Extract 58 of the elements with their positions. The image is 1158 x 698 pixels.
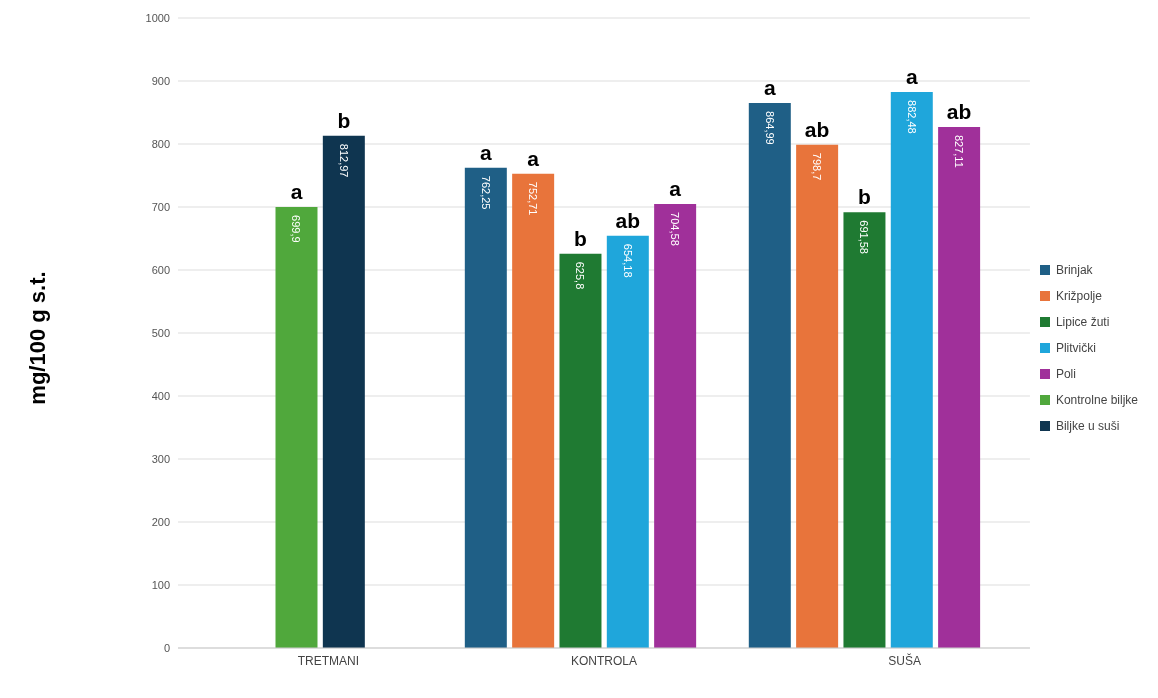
y-tick-label: 800 — [151, 137, 170, 150]
data-label: 699,9 — [290, 215, 303, 243]
bar — [464, 167, 507, 648]
x-tick-label: KONTROLA — [570, 653, 637, 668]
y-axis-title: mg/100 g s.t. — [25, 271, 51, 405]
annotation: a — [905, 65, 918, 89]
data-label: 798,7 — [811, 152, 824, 181]
y-tick-label: 300 — [151, 452, 170, 465]
bar — [559, 253, 602, 648]
legend-label: Brinjak — [1055, 263, 1093, 277]
bar — [322, 135, 365, 648]
annotation: b — [574, 226, 587, 250]
y-tick-label: 200 — [151, 515, 170, 528]
y-tick-label: 400 — [151, 389, 170, 402]
legend-label: Kontrolne biljke — [1055, 393, 1138, 407]
annotation: ab — [946, 99, 972, 123]
bar — [843, 212, 886, 648]
y-tick-label: 900 — [151, 74, 170, 87]
data-label: 762,25 — [479, 175, 492, 210]
bar — [938, 126, 981, 648]
annotation: ab — [804, 117, 830, 141]
data-label: 812,97 — [337, 143, 350, 178]
bar — [275, 207, 318, 648]
legend-label: Plitvički — [1055, 341, 1096, 355]
y-tick-label: 500 — [151, 326, 170, 339]
data-label: 827,11 — [953, 134, 966, 168]
data-label: 882,48 — [905, 100, 918, 134]
annotation: ab — [615, 208, 641, 232]
legend-label: Poli — [1055, 367, 1076, 381]
data-label: 864,99 — [763, 111, 776, 145]
y-tick-label: 700 — [151, 200, 170, 213]
data-label: 752,71 — [527, 181, 540, 216]
y-tick-label: 1000 — [145, 11, 170, 24]
y-tick-label: 100 — [151, 578, 170, 591]
legend-label: Biljke u suši — [1055, 419, 1120, 433]
data-label: 704,58 — [669, 212, 682, 246]
bar — [654, 204, 697, 648]
bar — [512, 173, 555, 648]
data-label: 691,58 — [858, 220, 871, 254]
annotation: a — [763, 76, 776, 100]
bar — [748, 103, 791, 648]
annotation: b — [337, 108, 351, 132]
annotation: b — [858, 185, 871, 209]
legend-label: Lipice žuti — [1055, 315, 1110, 329]
x-tick-label: TRETMANI — [297, 653, 360, 668]
annotation: a — [290, 180, 303, 204]
annotation: a — [527, 146, 540, 170]
data-label: 654,18 — [621, 243, 634, 278]
y-tick-label: 0 — [163, 641, 170, 654]
x-tick-label: SUŠA — [888, 652, 921, 668]
y-tick-label: 600 — [151, 263, 170, 276]
bar — [606, 235, 649, 648]
bar — [890, 92, 933, 648]
data-label: 625,8 — [574, 261, 587, 290]
legend-label: Križpolje — [1055, 289, 1102, 303]
annotation: a — [669, 177, 682, 201]
bar — [796, 144, 839, 648]
annotation: a — [479, 140, 492, 164]
